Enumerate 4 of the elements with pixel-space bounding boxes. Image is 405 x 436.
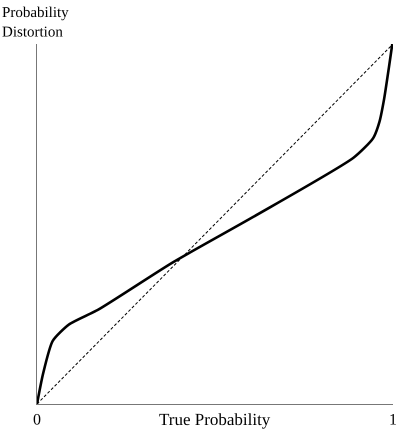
x-tick-label: 1 bbox=[389, 411, 397, 428]
x-axis-title: True Probability bbox=[159, 410, 271, 429]
x-tick-label: 0 bbox=[33, 411, 41, 428]
y-axis-title: Probability Distortion bbox=[2, 5, 70, 40]
